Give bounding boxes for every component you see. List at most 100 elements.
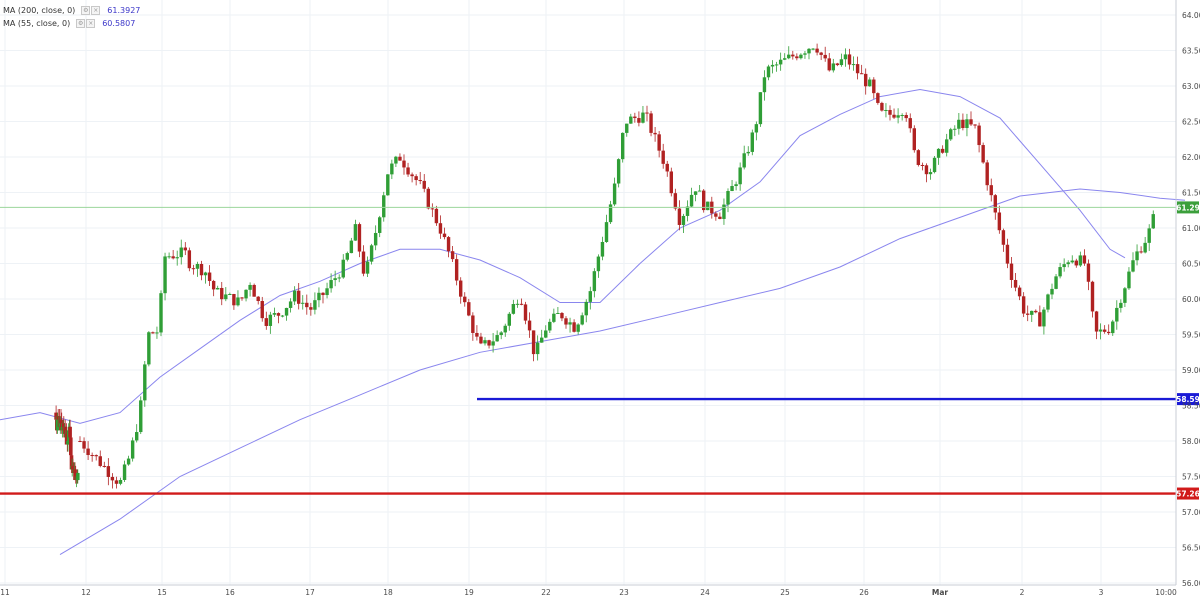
settings-icon[interactable]: ⚙ [81, 6, 91, 15]
candle-body [1115, 307, 1119, 322]
candle-body [280, 315, 285, 317]
candle-body [86, 448, 90, 456]
candle-body [102, 465, 106, 467]
candle-body [1030, 310, 1034, 315]
candle-body [207, 272, 212, 281]
candle-body [82, 441, 86, 449]
x-tick-label: 17 [305, 588, 315, 597]
candle-body [985, 162, 989, 186]
candle-body [398, 156, 402, 161]
candle-body [851, 64, 856, 66]
legend-value-ma55: 60.5807 [102, 19, 136, 28]
candle-body [135, 432, 139, 441]
ma55-line [0, 88, 1126, 424]
candle-body [369, 245, 374, 262]
candle-body [349, 240, 354, 254]
candle-body [155, 332, 159, 334]
candle-body [1050, 288, 1054, 295]
candle-body [1094, 311, 1099, 332]
candle-body [718, 216, 722, 219]
candle-body [71, 465, 75, 470]
legend-row-ma200: MA (200, close, 0) ⚙ × 61.3927 [3, 4, 140, 17]
candle-body [580, 315, 584, 325]
candle-body [548, 321, 552, 331]
candle-body [1042, 309, 1046, 327]
candle-body [742, 153, 746, 168]
candle-body [750, 132, 754, 152]
candle-body [572, 322, 576, 332]
candle-body [811, 48, 815, 50]
candle-body [1098, 329, 1103, 332]
candle-body [1127, 271, 1131, 289]
candle-body [1090, 281, 1095, 312]
candle-body [762, 77, 767, 93]
candle-body [726, 191, 730, 205]
candle-body [151, 332, 155, 334]
candle-body [450, 251, 455, 260]
candle-body [1078, 255, 1083, 266]
candle-body [868, 79, 872, 87]
y-tick-label: 56.50 [1182, 544, 1200, 553]
candle-body [758, 92, 763, 125]
candle-body [734, 184, 738, 187]
candle-body [56, 416, 60, 420]
level-badge-green [1177, 201, 1199, 214]
candle-body [912, 128, 916, 151]
candle-body [329, 280, 333, 289]
candle-body [965, 119, 969, 129]
candle-body [317, 292, 321, 301]
candle-body [527, 320, 532, 331]
x-tick-label: 16 [225, 588, 235, 597]
candle-body [122, 464, 127, 480]
candle-body [1058, 267, 1062, 277]
y-tick-label: 62.00 [1182, 153, 1200, 162]
level-label-green: 61.29 [1176, 203, 1200, 212]
candle-body [353, 224, 358, 241]
level-badge-blue [1177, 393, 1199, 406]
candle-body [55, 416, 60, 431]
candle-body [483, 340, 487, 344]
candle-body [434, 208, 439, 224]
candle-body [1066, 262, 1070, 265]
candle-body [378, 217, 382, 233]
candle-body [382, 195, 386, 218]
candle-body [1046, 294, 1050, 310]
candle-body [754, 124, 759, 133]
x-tick-label: 23 [619, 588, 629, 597]
candle-body [487, 340, 491, 346]
candle-body [544, 330, 548, 338]
close-icon[interactable]: × [91, 6, 101, 15]
candle-body [783, 58, 787, 60]
y-tick-label: 61.00 [1182, 224, 1200, 233]
candle-body [706, 201, 710, 211]
candle-body [163, 256, 167, 294]
candle-body [633, 116, 637, 119]
y-tick-label: 57.00 [1182, 508, 1200, 517]
candle-body [564, 318, 568, 325]
candle-body [394, 156, 398, 164]
candle-body [791, 54, 795, 57]
candle-body [637, 118, 641, 123]
y-tick-label: 62.50 [1182, 118, 1200, 127]
candle-body [787, 54, 791, 59]
candle-body [770, 64, 775, 67]
candle-body [977, 125, 981, 146]
candle-body [681, 215, 686, 225]
candle-body [584, 301, 588, 316]
candle-body [884, 109, 888, 111]
close-icon[interactable]: × [86, 19, 96, 28]
candle-body [608, 204, 613, 223]
candle-body [1074, 260, 1078, 266]
candle-body [361, 251, 366, 274]
candle-body [1151, 214, 1155, 229]
settings-icon[interactable]: ⚙ [76, 19, 86, 28]
candle-body [981, 145, 985, 163]
candle-body [357, 224, 362, 252]
candle-body [839, 59, 844, 66]
candle-body [110, 476, 115, 481]
x-tick-label: 3 [1099, 588, 1104, 597]
candle-body [702, 190, 706, 211]
y-tick-label: 60.50 [1182, 260, 1200, 269]
candle-body [600, 241, 605, 257]
candle-body [390, 163, 394, 175]
